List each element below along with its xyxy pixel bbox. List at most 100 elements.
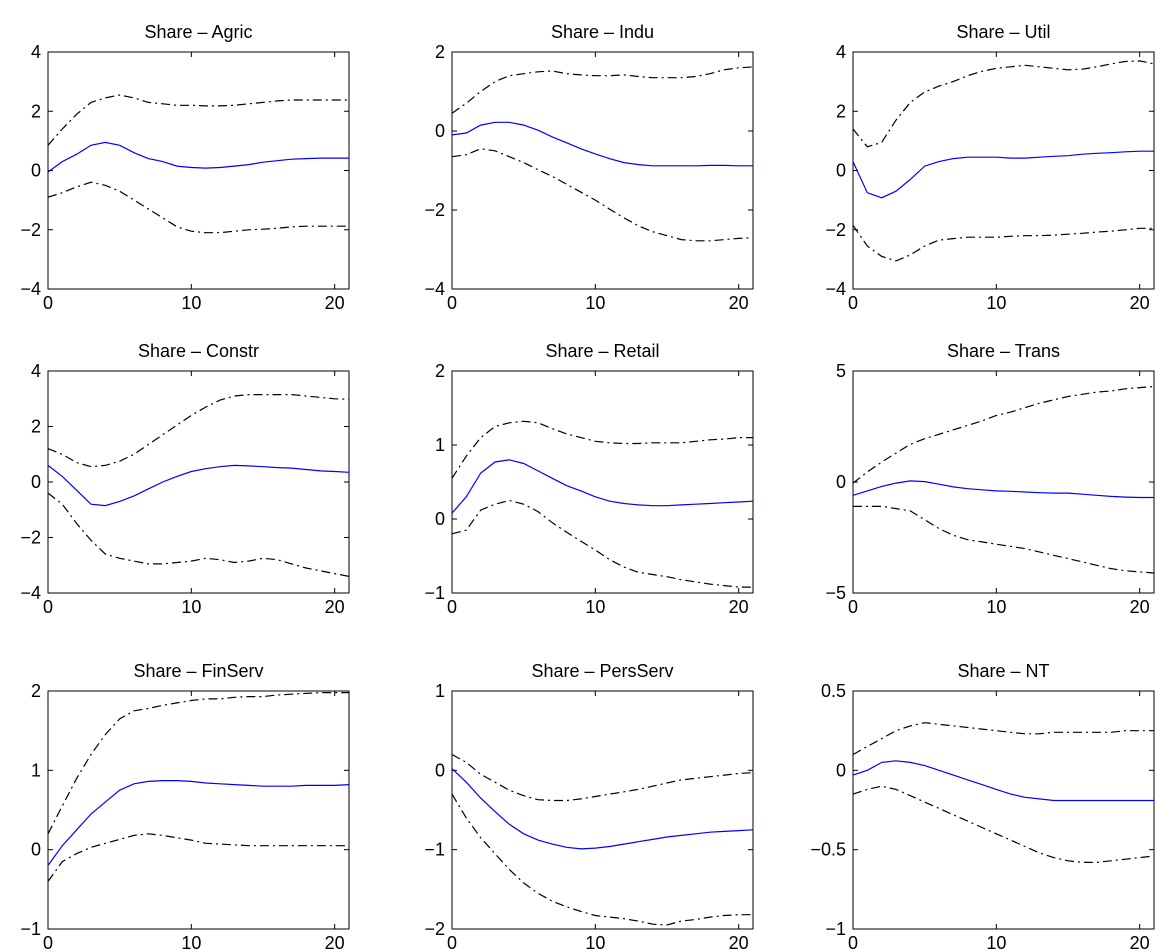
axes-frame <box>47 690 350 930</box>
y-tick-label: 1 <box>435 681 445 701</box>
mean-line <box>451 121 753 167</box>
y-tick-label: −0.5 <box>810 840 846 860</box>
x-tick-label: 0 <box>848 293 858 313</box>
x-tick-label: 10 <box>181 933 201 949</box>
y-tick-label: 0 <box>836 760 846 780</box>
subplot-title: Share – Constr <box>138 341 259 361</box>
y-tick-label: −4 <box>20 583 41 603</box>
y-tick-label: 2 <box>31 681 41 701</box>
lower-line <box>852 224 1154 262</box>
mean-line <box>451 459 754 514</box>
upper-line <box>451 420 753 479</box>
axes-frame <box>451 370 754 594</box>
mean-line <box>47 779 350 866</box>
subplot-9: Share – NT 0 10 20 −1 −0.5 0 0.5 <box>810 661 1155 949</box>
lower-line <box>47 181 349 234</box>
x-tick-label: 20 <box>1130 933 1150 949</box>
y-tick-label: 1 <box>435 435 445 455</box>
y-tick-label: −1 <box>825 919 846 939</box>
y-tick-label: 0.5 <box>821 681 846 701</box>
subplot-title: Share – PersServ <box>531 661 673 681</box>
mean-line <box>451 768 754 850</box>
x-tick-label: 10 <box>585 293 605 313</box>
x-tick-label: 0 <box>447 597 457 617</box>
y-tick-label: 0 <box>435 121 445 141</box>
axes-frame <box>451 690 754 930</box>
axes-frame <box>852 690 1155 930</box>
y-tick-label: 2 <box>435 361 445 381</box>
x-tick-label: 0 <box>43 293 53 313</box>
subplot-2: Share – Indu 0 10 20 −4 −2 0 2 <box>424 22 754 313</box>
y-tick-label: −2 <box>424 200 445 220</box>
y-tick-label: 0 <box>836 161 846 181</box>
mean-line <box>852 760 1154 802</box>
mean-line <box>47 464 350 507</box>
x-tick-label: 0 <box>43 597 53 617</box>
lower-line <box>451 499 753 588</box>
subplot-title: Share – Indu <box>551 22 654 42</box>
subplot-4: Share – Constr 0 10 20 −4 −2 0 2 4 <box>20 341 350 617</box>
mean-line <box>852 480 1154 499</box>
y-tick-label: 2 <box>435 42 445 62</box>
y-tick-label: −2 <box>825 220 846 240</box>
y-tick-label: 0 <box>31 840 41 860</box>
y-tick-label: 0 <box>836 472 846 492</box>
x-tick-label: 10 <box>986 597 1006 617</box>
y-tick-label: −2 <box>424 919 445 939</box>
upper-line <box>47 691 349 835</box>
upper-line <box>852 385 1155 484</box>
y-tick-label: −2 <box>20 528 41 548</box>
subplot-title: Share – Retail <box>545 341 659 361</box>
y-tick-label: −1 <box>424 583 445 603</box>
upper-line <box>852 722 1154 756</box>
subplot-title: Share – FinServ <box>133 661 263 681</box>
subplot-title: Share – Util <box>956 22 1050 42</box>
subplot-title: Share – NT <box>957 661 1049 681</box>
subplot-title: Share – Agric <box>144 22 252 42</box>
y-tick-label: 0 <box>435 760 445 780</box>
mean-line <box>47 141 349 173</box>
x-tick-label: 0 <box>848 597 858 617</box>
upper-line <box>852 60 1155 148</box>
x-tick-label: 0 <box>43 933 53 949</box>
x-tick-label: 20 <box>729 293 749 313</box>
y-tick-label: −4 <box>20 279 41 299</box>
x-tick-label: 20 <box>729 597 749 617</box>
x-tick-label: 10 <box>181 597 201 617</box>
y-tick-label: 2 <box>836 101 846 121</box>
axes-frame <box>451 51 754 290</box>
x-tick-label: 0 <box>447 933 457 949</box>
subplot-8: Share – PersServ 0 10 20 −2 −1 0 1 <box>424 661 754 949</box>
x-tick-label: 0 <box>447 293 457 313</box>
x-tick-label: 0 <box>848 933 858 949</box>
y-tick-label: 4 <box>31 361 41 381</box>
x-tick-label: 20 <box>1130 293 1150 313</box>
upper-line <box>47 394 350 468</box>
x-tick-label: 10 <box>986 933 1006 949</box>
lower-line <box>47 492 350 577</box>
x-tick-label: 10 <box>585 933 605 949</box>
upper-line <box>451 753 754 802</box>
lower-line <box>451 793 753 926</box>
x-tick-label: 10 <box>181 293 201 313</box>
lower-line <box>853 505 1155 574</box>
subplot-1: Share – Agric 0 10 20 −4 −2 0 2 4 <box>20 22 350 313</box>
y-tick-label: 4 <box>836 42 846 62</box>
x-tick-label: 20 <box>1130 597 1150 617</box>
axes-frame <box>852 370 1155 594</box>
y-tick-label: −4 <box>424 279 445 299</box>
x-tick-label: 20 <box>325 933 345 949</box>
x-tick-label: 20 <box>325 597 345 617</box>
y-tick-label: 4 <box>31 42 41 62</box>
subplot-title: Share – Trans <box>947 341 1060 361</box>
y-tick-label: −5 <box>825 583 846 603</box>
y-tick-label: 0 <box>31 161 41 181</box>
x-tick-label: 10 <box>986 293 1006 313</box>
mean-line <box>852 150 1154 199</box>
y-tick-label: 5 <box>836 361 846 381</box>
upper-line <box>451 66 754 114</box>
